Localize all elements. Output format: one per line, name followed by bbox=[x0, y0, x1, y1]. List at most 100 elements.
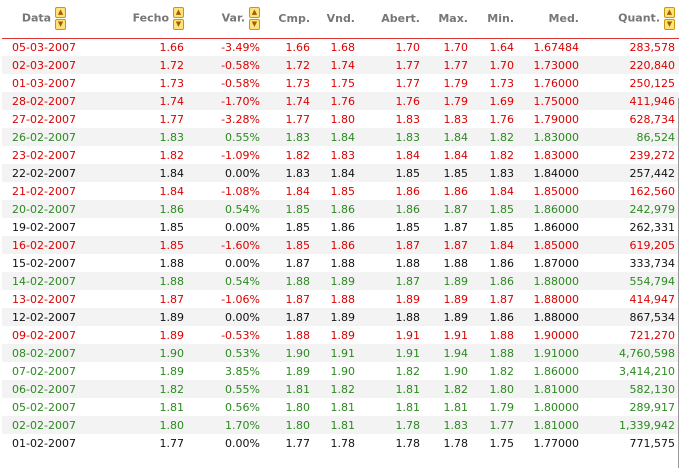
cell-average: 1.88000 bbox=[533, 310, 580, 324]
cell-buy: 1.87 bbox=[285, 292, 311, 306]
cell-close: 1.85 bbox=[159, 238, 185, 252]
cell-buy: 1.82 bbox=[285, 148, 311, 162]
table-row: 05-02-2007 1.81 0.56% 1.80 1.81 1.81 1.81 1.79 1… bbox=[2, 398, 679, 416]
table-row: 14-02-2007 1.88 0.54% 1.88 1.89 1.87 1.89 1.86 1… bbox=[2, 272, 679, 290]
cell-variation: 0.00% bbox=[225, 166, 260, 180]
cell-sell: 1.90 bbox=[330, 364, 356, 378]
cell-sell: 1.78 bbox=[330, 436, 356, 450]
cell-average: 1.73000 bbox=[533, 58, 580, 72]
cell-sell: 1.76 bbox=[330, 94, 356, 108]
cell-buy: 1.80 bbox=[285, 418, 311, 432]
cell-open: 1.77 bbox=[395, 58, 421, 72]
cell-quantity: 257,442 bbox=[629, 166, 676, 180]
table-row: 01-02-2007 1.77 0.00% 1.77 1.78 1.78 1.78 1.75 1… bbox=[2, 434, 679, 452]
column-header-label: Abert. bbox=[381, 12, 420, 26]
sort-descending-icon[interactable]: ▼ bbox=[249, 19, 260, 31]
cell-min: 1.73 bbox=[489, 76, 515, 90]
table-row: 07-02-2007 1.89 3.85% 1.89 1.90 1.82 1.90 1.82 1… bbox=[2, 362, 679, 380]
cell-date: 02-03-2007 bbox=[12, 58, 76, 72]
cell-date: 01-02-2007 bbox=[12, 436, 76, 450]
cell-quantity: 411,946 bbox=[629, 94, 676, 108]
cell-close: 1.81 bbox=[159, 400, 185, 414]
cell-variation: -0.53% bbox=[221, 328, 260, 342]
cell-max: 1.70 bbox=[443, 40, 469, 54]
cell-buy: 1.73 bbox=[285, 76, 311, 90]
cell-open: 1.88 bbox=[395, 256, 421, 270]
cell-variation: 0.55% bbox=[225, 382, 260, 396]
cell-close: 1.83 bbox=[159, 130, 185, 144]
sort-ascending-icon[interactable]: ▲ bbox=[173, 7, 184, 19]
table-row: 20-02-2007 1.86 0.54% 1.85 1.86 1.86 1.87 1.85 1… bbox=[2, 200, 679, 218]
cell-min: 1.77 bbox=[489, 418, 515, 432]
cell-variation: -0.58% bbox=[221, 58, 260, 72]
cell-open: 1.82 bbox=[395, 364, 421, 378]
cell-variation: -1.60% bbox=[221, 238, 260, 252]
cell-max: 1.83 bbox=[443, 418, 469, 432]
column-header-label: Quant. bbox=[618, 11, 660, 25]
cell-quantity: 289,917 bbox=[629, 400, 676, 414]
sort-descending-icon[interactable]: ▼ bbox=[55, 19, 67, 31]
cell-average: 1.75000 bbox=[533, 94, 580, 108]
cell-max: 1.86 bbox=[443, 184, 469, 198]
cell-average: 1.67484 bbox=[533, 40, 580, 54]
cell-date: 14-02-2007 bbox=[12, 274, 76, 288]
cell-date: 01-03-2007 bbox=[12, 76, 76, 90]
cell-quantity: 162,560 bbox=[629, 184, 676, 198]
cell-date: 05-03-2007 bbox=[12, 40, 76, 54]
cell-open: 1.86 bbox=[395, 202, 421, 216]
cell-variation: -1.09% bbox=[221, 148, 260, 162]
table-row: 21-02-2007 1.84 -1.08% 1.84 1.85 1.86 1.86 1.84… bbox=[2, 182, 679, 200]
cell-quantity: 86,524 bbox=[636, 130, 676, 144]
cell-average: 1.86000 bbox=[533, 202, 580, 216]
cell-close: 1.86 bbox=[159, 202, 185, 216]
table-row: 09-02-2007 1.89 -0.53% 1.88 1.89 1.91 1.91 1.88… bbox=[2, 326, 679, 344]
cell-date: 15-02-2007 bbox=[12, 256, 76, 270]
cell-date: 09-02-2007 bbox=[12, 328, 76, 342]
cell-open: 1.78 bbox=[395, 418, 421, 432]
table-row: 08-02-2007 1.90 0.53% 1.90 1.91 1.91 1.94 1.88 1… bbox=[2, 344, 679, 362]
cell-buy: 1.85 bbox=[285, 238, 311, 252]
cell-close: 1.89 bbox=[159, 328, 185, 342]
cell-buy: 1.87 bbox=[285, 256, 311, 270]
cell-close: 1.88 bbox=[159, 274, 185, 288]
cell-close: 1.84 bbox=[159, 166, 185, 180]
cell-sell: 1.84 bbox=[330, 130, 356, 144]
column-header-quant: Quant. ▲ ▼ bbox=[583, 0, 679, 39]
table-row: 05-03-2007 1.66 -3.49% 1.66 1.68 1.70 1.70 1.64… bbox=[2, 38, 679, 56]
cell-min: 1.75 bbox=[489, 436, 515, 450]
cell-date: 07-02-2007 bbox=[12, 364, 76, 378]
sort-ascending-icon[interactable]: ▲ bbox=[249, 7, 260, 19]
cell-open: 1.87 bbox=[395, 274, 421, 288]
cell-max: 1.78 bbox=[443, 436, 469, 450]
table-row: 19-02-2007 1.85 0.00% 1.85 1.86 1.85 1.87 1.85 1… bbox=[2, 218, 679, 236]
cell-open: 1.81 bbox=[395, 382, 421, 396]
cell-average: 1.83000 bbox=[533, 130, 580, 144]
sort-ascending-icon[interactable]: ▲ bbox=[55, 7, 67, 19]
sort-descending-icon[interactable]: ▼ bbox=[173, 19, 184, 31]
table-row: 12-02-2007 1.89 0.00% 1.87 1.89 1.88 1.89 1.86 1… bbox=[2, 308, 679, 326]
cell-close: 1.80 bbox=[159, 418, 185, 432]
cell-sell: 1.84 bbox=[330, 166, 356, 180]
cell-variation: 0.00% bbox=[225, 220, 260, 234]
column-header-label: Cmp. bbox=[278, 12, 310, 26]
cell-quantity: 242,979 bbox=[629, 202, 676, 216]
cell-buy: 1.85 bbox=[285, 202, 311, 216]
cell-quantity: 628,734 bbox=[629, 112, 676, 126]
cell-quantity: 619,205 bbox=[629, 238, 676, 252]
cell-average: 1.80000 bbox=[533, 400, 580, 414]
table-body: 05-03-2007 1.66 -3.49% 1.66 1.68 1.70 1.70 1.64… bbox=[2, 38, 679, 452]
cell-max: 1.81 bbox=[443, 400, 469, 414]
cell-variation: -3.28% bbox=[221, 112, 260, 126]
cell-average: 1.79000 bbox=[533, 112, 580, 126]
table-row: 22-02-2007 1.84 0.00% 1.83 1.84 1.85 1.85 1.83 1… bbox=[2, 164, 679, 182]
cell-min: 1.76 bbox=[489, 112, 515, 126]
cell-sell: 1.89 bbox=[330, 328, 356, 342]
cell-close: 1.89 bbox=[159, 310, 185, 324]
cell-date: 19-02-2007 bbox=[12, 220, 76, 234]
cell-average: 1.81000 bbox=[533, 418, 580, 432]
sort-ascending-icon[interactable]: ▲ bbox=[664, 7, 675, 19]
cell-buy: 1.74 bbox=[285, 94, 311, 108]
cell-sell: 1.86 bbox=[330, 202, 356, 216]
sort-descending-icon[interactable]: ▼ bbox=[664, 19, 675, 31]
cell-min: 1.70 bbox=[489, 58, 515, 72]
